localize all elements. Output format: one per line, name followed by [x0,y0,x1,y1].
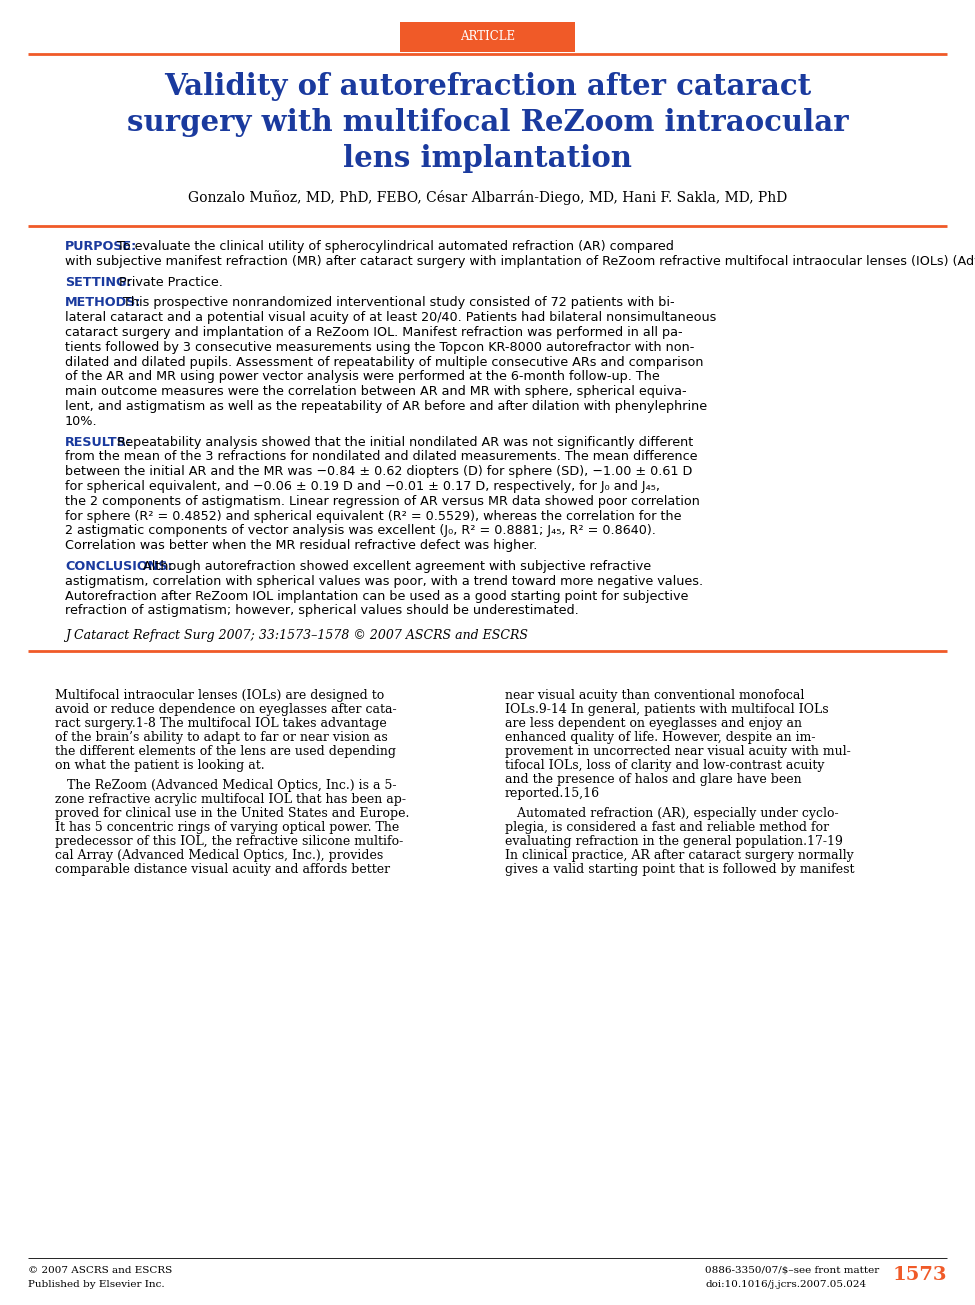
Text: avoid or reduce dependence on eyeglasses after cata-: avoid or reduce dependence on eyeglasses… [55,703,397,716]
Text: the 2 components of astigmatism. Linear regression of AR versus MR data showed p: the 2 components of astigmatism. Linear … [65,495,700,508]
Text: reported.15,16: reported.15,16 [505,787,601,800]
Text: It has 5 concentric rings of varying optical power. The: It has 5 concentric rings of varying opt… [55,821,399,834]
Text: lateral cataract and a potential visual acuity of at least 20/40. Patients had b: lateral cataract and a potential visual … [65,311,717,324]
Text: Multifocal intraocular lenses (IOLs) are designed to: Multifocal intraocular lenses (IOLs) are… [55,689,384,702]
Text: and the presence of halos and glare have been: and the presence of halos and glare have… [505,773,801,786]
Text: refraction of astigmatism; however, spherical values should be underestimated.: refraction of astigmatism; however, sphe… [65,604,579,617]
Text: © 2007 ASCRS and ESCRS: © 2007 ASCRS and ESCRS [28,1266,173,1275]
Text: gives a valid starting point that is followed by manifest: gives a valid starting point that is fol… [505,863,854,876]
Text: enhanced quality of life. However, despite an im-: enhanced quality of life. However, despi… [505,731,815,744]
Text: are less dependent on eyeglasses and enjoy an: are less dependent on eyeglasses and enj… [505,718,802,731]
Text: Autorefraction after ReZoom IOL implantation can be used as a good starting poin: Autorefraction after ReZoom IOL implanta… [65,590,688,603]
Text: To evaluate the clinical utility of spherocylindrical automated refraction (AR) : To evaluate the clinical utility of sphe… [117,240,674,253]
Text: METHODS:: METHODS: [65,296,141,309]
Text: doi:10.1016/j.jcrs.2007.05.024: doi:10.1016/j.jcrs.2007.05.024 [705,1280,866,1289]
Text: 2 astigmatic components of vector analysis was excellent (J₀, R² = 0.8881; J₄₅, : 2 astigmatic components of vector analys… [65,525,656,538]
Text: on what the patient is looking at.: on what the patient is looking at. [55,760,264,773]
Text: the different elements of the lens are used depending: the different elements of the lens are u… [55,745,396,758]
Text: Automated refraction (AR), especially under cyclo-: Automated refraction (AR), especially un… [505,808,838,821]
Text: tifocal IOLs, loss of clarity and low-contrast acuity: tifocal IOLs, loss of clarity and low-co… [505,760,825,773]
Text: IOLs.9-14 In general, patients with multifocal IOLs: IOLs.9-14 In general, patients with mult… [505,703,829,716]
Text: of the AR and MR using power vector analysis were performed at the 6-month follo: of the AR and MR using power vector anal… [65,371,660,384]
Text: J Cataract Refract Surg 2007; 33:1573–1578 © 2007 ASCRS and ESCRS: J Cataract Refract Surg 2007; 33:1573–15… [65,629,528,642]
Text: lent, and astigmatism as well as the repeatability of AR before and after dilati: lent, and astigmatism as well as the rep… [65,401,707,412]
Text: cal Array (Advanced Medical Optics, Inc.), provides: cal Array (Advanced Medical Optics, Inc.… [55,850,383,863]
Text: ract surgery.1-8 The multifocal IOL takes advantage: ract surgery.1-8 The multifocal IOL take… [55,718,387,731]
Text: Validity of autorefraction after cataract: Validity of autorefraction after catarac… [164,72,811,100]
FancyBboxPatch shape [400,22,575,52]
Text: Repeatability analysis showed that the initial nondilated AR was not significant: Repeatability analysis showed that the i… [117,436,693,449]
Text: Although autorefraction showed excellent agreement with subjective refractive: Although autorefraction showed excellent… [143,560,651,573]
Text: The ReZoom (Advanced Medical Optics, Inc.) is a 5-: The ReZoom (Advanced Medical Optics, Inc… [55,779,397,792]
Text: proved for clinical use in the United States and Europe.: proved for clinical use in the United St… [55,808,410,821]
Text: tients followed by 3 consecutive measurements using the Topcon KR-8000 autorefra: tients followed by 3 consecutive measure… [65,341,694,354]
Text: between the initial AR and the MR was −0.84 ± 0.62 diopters (D) for sphere (SD),: between the initial AR and the MR was −0… [65,465,692,478]
Text: RESULTS:: RESULTS: [65,436,132,449]
Text: cataract surgery and implantation of a ReZoom IOL. Manifest refraction was perfo: cataract surgery and implantation of a R… [65,326,682,339]
Text: dilated and dilated pupils. Assessment of repeatability of multiple consecutive : dilated and dilated pupils. Assessment o… [65,355,704,368]
Text: predecessor of this IOL, the refractive silicone multifo-: predecessor of this IOL, the refractive … [55,835,404,848]
Text: provement in uncorrected near visual acuity with mul-: provement in uncorrected near visual acu… [505,745,851,758]
Text: comparable distance visual acuity and affords better: comparable distance visual acuity and af… [55,863,390,876]
Text: zone refractive acrylic multifocal IOL that has been ap-: zone refractive acrylic multifocal IOL t… [55,793,406,806]
Text: Gonzalo Muñoz, MD, PhD, FEBO, César Albarrán-Diego, MD, Hani F. Sakla, MD, PhD: Gonzalo Muñoz, MD, PhD, FEBO, César Alba… [188,191,787,205]
Text: astigmatism, correlation with spherical values was poor, with a trend toward mor: astigmatism, correlation with spherical … [65,574,703,587]
Text: ARTICLE: ARTICLE [460,30,515,43]
Text: with subjective manifest refraction (MR) after cataract surgery with implantatio: with subjective manifest refraction (MR)… [65,254,975,268]
Text: near visual acuity than conventional monofocal: near visual acuity than conventional mon… [505,689,804,702]
Text: 10%.: 10%. [65,415,98,428]
Text: This prospective nonrandomized interventional study consisted of 72 patients wit: This prospective nonrandomized intervent… [123,296,675,309]
Text: surgery with multifocal ReZoom intraocular: surgery with multifocal ReZoom intraocul… [127,108,848,137]
Text: main outcome measures were the correlation between AR and MR with sphere, spheri: main outcome measures were the correlati… [65,385,686,398]
Text: for spherical equivalent, and −0.06 ± 0.19 D and −0.01 ± 0.17 D, respectively, f: for spherical equivalent, and −0.06 ± 0.… [65,480,660,493]
Text: 0886-3350/07/$–see front matter: 0886-3350/07/$–see front matter [705,1266,879,1275]
Text: SETTING:: SETTING: [65,275,132,288]
Text: Published by Elsevier Inc.: Published by Elsevier Inc. [28,1280,165,1289]
Text: from the mean of the 3 refractions for nondilated and dilated measurements. The : from the mean of the 3 refractions for n… [65,450,697,463]
Text: Private Practice.: Private Practice. [115,275,223,288]
Text: In clinical practice, AR after cataract surgery normally: In clinical practice, AR after cataract … [505,850,854,863]
Text: PURPOSE:: PURPOSE: [65,240,137,253]
Text: of the brain’s ability to adapt to far or near vision as: of the brain’s ability to adapt to far o… [55,731,388,744]
Text: plegia, is considered a fast and reliable method for: plegia, is considered a fast and reliabl… [505,821,829,834]
Text: CONCLUSIONS:: CONCLUSIONS: [65,560,173,573]
Text: evaluating refraction in the general population.17-19: evaluating refraction in the general pop… [505,835,842,848]
Text: lens implantation: lens implantation [343,144,632,174]
Text: 1573: 1573 [892,1266,947,1284]
Text: for sphere (R² = 0.4852) and spherical equivalent (R² = 0.5529), whereas the cor: for sphere (R² = 0.4852) and spherical e… [65,509,682,522]
Text: Correlation was better when the MR residual refractive defect was higher.: Correlation was better when the MR resid… [65,539,537,552]
